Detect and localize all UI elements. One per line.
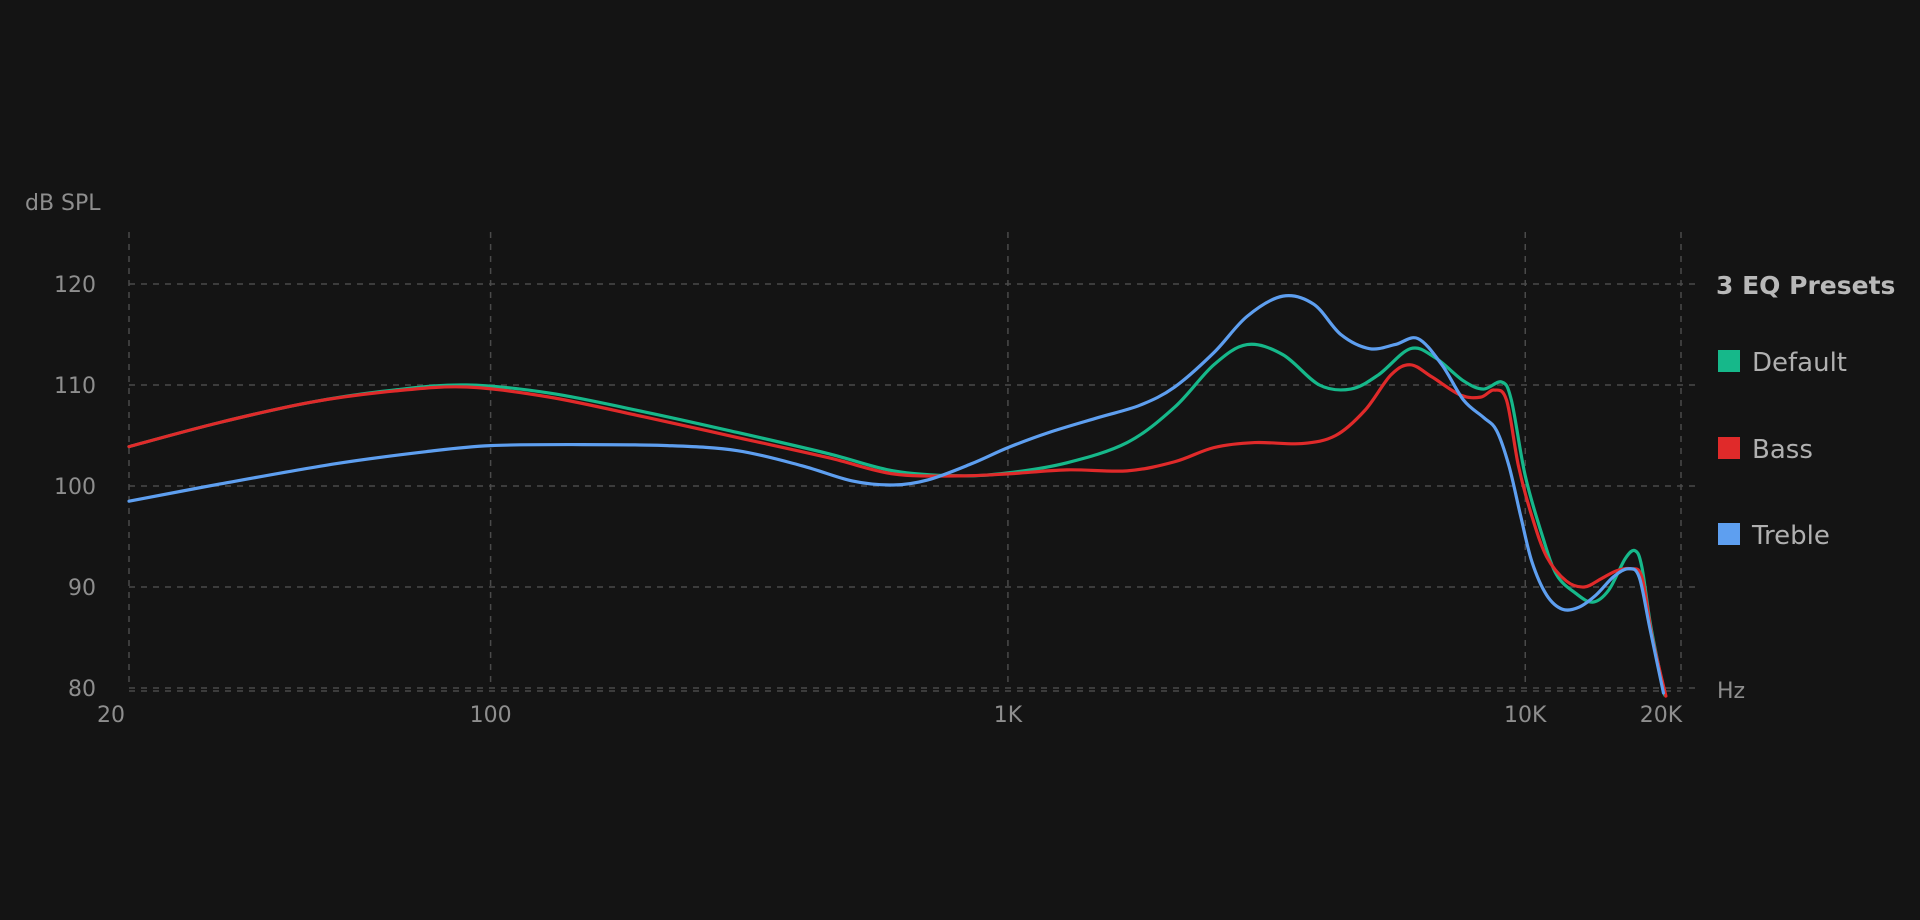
x-tick-label: 20: [97, 703, 125, 728]
legend-item-treble: Treble: [1718, 521, 1830, 551]
legend-items: Default Bass Treble: [1718, 348, 1847, 551]
grid-lines: [128, 232, 1701, 692]
legend-swatch: [1718, 523, 1740, 545]
axis-ticks: 80 90 100 110 120 20 100 1K 10K 20K: [54, 273, 1683, 728]
series-line-default: [127, 342, 1667, 697]
y-tick-label: 110: [54, 374, 96, 399]
legend-label: Default: [1752, 348, 1847, 378]
legend-item-default: Default: [1718, 348, 1847, 378]
x-tick-label: 20K: [1640, 703, 1683, 728]
legend-label: Bass: [1752, 435, 1813, 465]
legend-title: 3 EQ Presets: [1716, 271, 1895, 300]
legend-label: Treble: [1751, 521, 1830, 551]
y-tick-label: 90: [68, 576, 96, 601]
legend-item-bass: Bass: [1718, 435, 1813, 465]
x-tick-label: 1K: [994, 703, 1023, 728]
y-tick-label: 120: [54, 273, 96, 298]
y-axis-label: dB SPL: [25, 191, 101, 216]
legend-swatch: [1718, 437, 1740, 459]
legend: 3 EQ Presets Default Bass Treble: [1716, 271, 1895, 551]
series-lines: [127, 294, 1668, 698]
legend-swatch: [1718, 350, 1740, 372]
series-line-treble: [127, 294, 1666, 695]
x-axis-label: Hz: [1717, 679, 1745, 704]
y-tick-label: 80: [68, 677, 96, 702]
series-line-bass: [127, 363, 1668, 698]
x-tick-label: 100: [470, 703, 512, 728]
y-tick-label: 100: [54, 475, 96, 500]
x-tick-label: 10K: [1504, 703, 1547, 728]
